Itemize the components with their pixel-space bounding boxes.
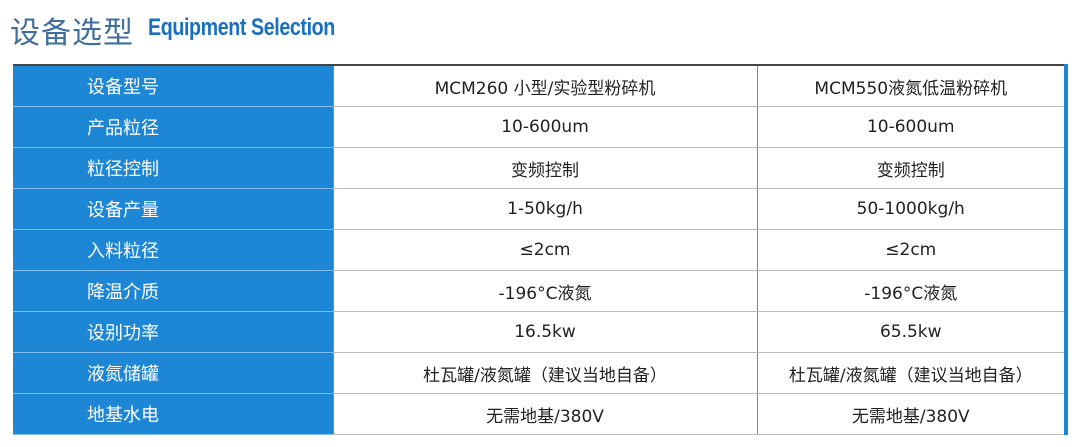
table-row: 设别功率 16.5kw 65.5kw [13,311,1068,353]
row-label: 产品粒径 [13,106,333,148]
cell: 无需地基/380V [332,393,758,435]
cell: 无需地基/380V [757,393,1068,435]
row-label: 设备产量 [13,188,333,230]
cell: 变频控制 [332,147,758,189]
cell: -196°C液氮 [332,270,758,312]
cell: 杜瓦罐/液氮罐（建议当地自备） [757,352,1068,394]
table-row: 降温介质 -196°C液氮 -196°C液氮 [13,270,1068,312]
spec-table: 设备型号 MCM260 小型/实验型粉碎机 MCM550液氮低温粉碎机 产品粒径 10-… [13,64,1068,435]
title: 设备选型 [10,16,134,51]
cell: ≤2cm [757,229,1068,271]
cell: 1-50kg/h [332,188,758,230]
table-row: 入料粒径 ≤2cm ≤2cm [13,229,1068,271]
table-row: 设备产量 1-50kg/h 50-1000kg/h [13,188,1068,230]
cell: 10-600um [757,106,1068,148]
row-label: 液氮储罐 [13,352,333,394]
cell: 杜瓦罐/液氮罐（建议当地自备） [332,352,758,394]
cell: -196°C液氮 [757,270,1068,312]
cell: MCM550液氮低温粉碎机 [757,65,1068,107]
cell: 65.5kw [757,311,1068,353]
cell: ≤2cm [332,229,758,271]
subtitle: Equipment Selection [148,14,335,41]
table-row: 粒径控制 变频控制 变频控制 [13,147,1068,189]
table-row: 液氮储罐 杜瓦罐/液氮罐（建议当地自备） 杜瓦罐/液氮罐（建议当地自备） [13,352,1068,394]
table-row: 地基水电 无需地基/380V 无需地基/380V [13,393,1068,435]
cell: 10-600um [332,106,758,148]
row-label: 降温介质 [13,270,333,312]
row-label: 设备型号 [13,65,333,107]
row-label: 粒径控制 [13,147,333,189]
cell: 50-1000kg/h [757,188,1068,230]
cell: 变频控制 [757,147,1068,189]
cell: 16.5kw [332,311,758,353]
cell: MCM260 小型/实验型粉碎机 [332,65,758,107]
row-label: 设别功率 [13,311,333,353]
table-row: 设备型号 MCM260 小型/实验型粉碎机 MCM550液氮低温粉碎机 [13,65,1068,107]
table-row: 产品粒径 10-600um 10-600um [13,106,1068,148]
row-label: 入料粒径 [13,229,333,271]
row-label: 地基水电 [13,393,333,435]
